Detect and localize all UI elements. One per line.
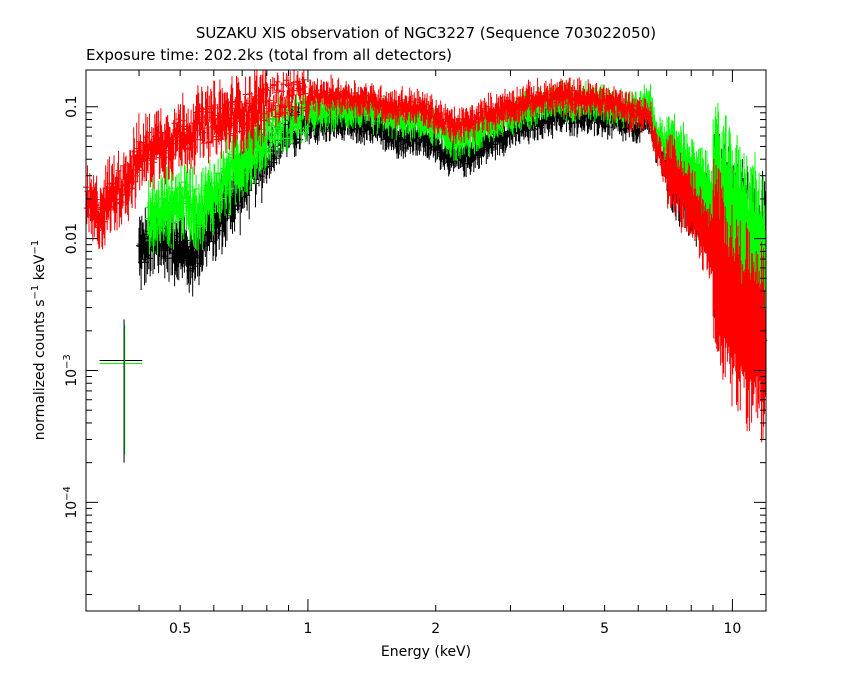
chart-subtitle: Exposure time: 202.2ks (total from all d… bbox=[86, 46, 452, 64]
y-tick-label: 10−3 bbox=[62, 354, 80, 387]
x-axis: 0.5 1 2 5 10 bbox=[85, 70, 741, 637]
x-tick-label: 1 bbox=[303, 621, 312, 637]
y-label-base: normalized counts s bbox=[32, 299, 48, 440]
y-label-exp2: −1 bbox=[30, 240, 41, 255]
series-layer bbox=[83, 70, 768, 443]
chart-title: SUZAKU XIS observation of NGC3227 (Seque… bbox=[196, 24, 656, 42]
y-label-mid: keV bbox=[32, 254, 48, 285]
y-axis: 0.1 0.01 10−3 10−4 bbox=[62, 96, 766, 596]
x-tick-label: 10 bbox=[723, 621, 741, 637]
y-tick-label: 0.01 bbox=[64, 223, 80, 254]
x-axis-label: Energy (keV) bbox=[381, 644, 471, 660]
plot-frame bbox=[85, 69, 767, 612]
y-tick-label: 0.1 bbox=[64, 96, 80, 118]
x-tick-label: 0.5 bbox=[169, 621, 191, 637]
marker-layer bbox=[99, 319, 143, 463]
x-tick-label: 5 bbox=[600, 621, 609, 637]
y-axis-label: normalized counts s−1 keV−1 bbox=[30, 240, 48, 441]
x-tick-label: 2 bbox=[431, 621, 440, 637]
y-tick-label: 10−4 bbox=[62, 486, 80, 519]
y-label-exp1: −1 bbox=[30, 285, 41, 300]
